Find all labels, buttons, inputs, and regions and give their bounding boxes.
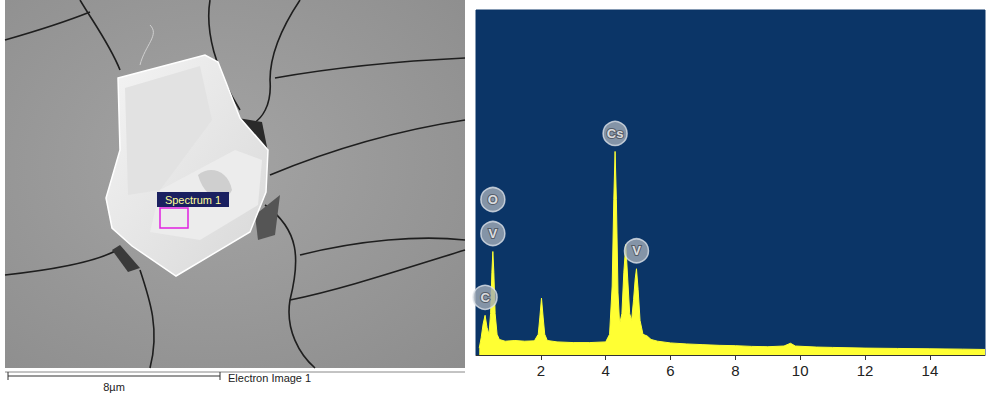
svg-text:Cs: Cs bbox=[607, 126, 624, 141]
svg-text:10: 10 bbox=[792, 362, 809, 379]
svg-text:Spectrum 1: Spectrum 1 bbox=[165, 194, 221, 206]
svg-text:C: C bbox=[480, 290, 490, 305]
svg-text:8: 8 bbox=[731, 362, 739, 379]
svg-text:V: V bbox=[632, 243, 641, 258]
svg-text:6: 6 bbox=[666, 362, 674, 379]
svg-text:V: V bbox=[489, 226, 498, 241]
svg-text:2: 2 bbox=[537, 362, 545, 379]
svg-text:14: 14 bbox=[922, 362, 939, 379]
svg-text:8µm: 8µm bbox=[103, 381, 125, 393]
svg-text:12: 12 bbox=[857, 362, 874, 379]
svg-text:4: 4 bbox=[602, 362, 610, 379]
svg-text:Electron Image 1: Electron Image 1 bbox=[228, 372, 311, 384]
svg-text:O: O bbox=[488, 192, 498, 207]
